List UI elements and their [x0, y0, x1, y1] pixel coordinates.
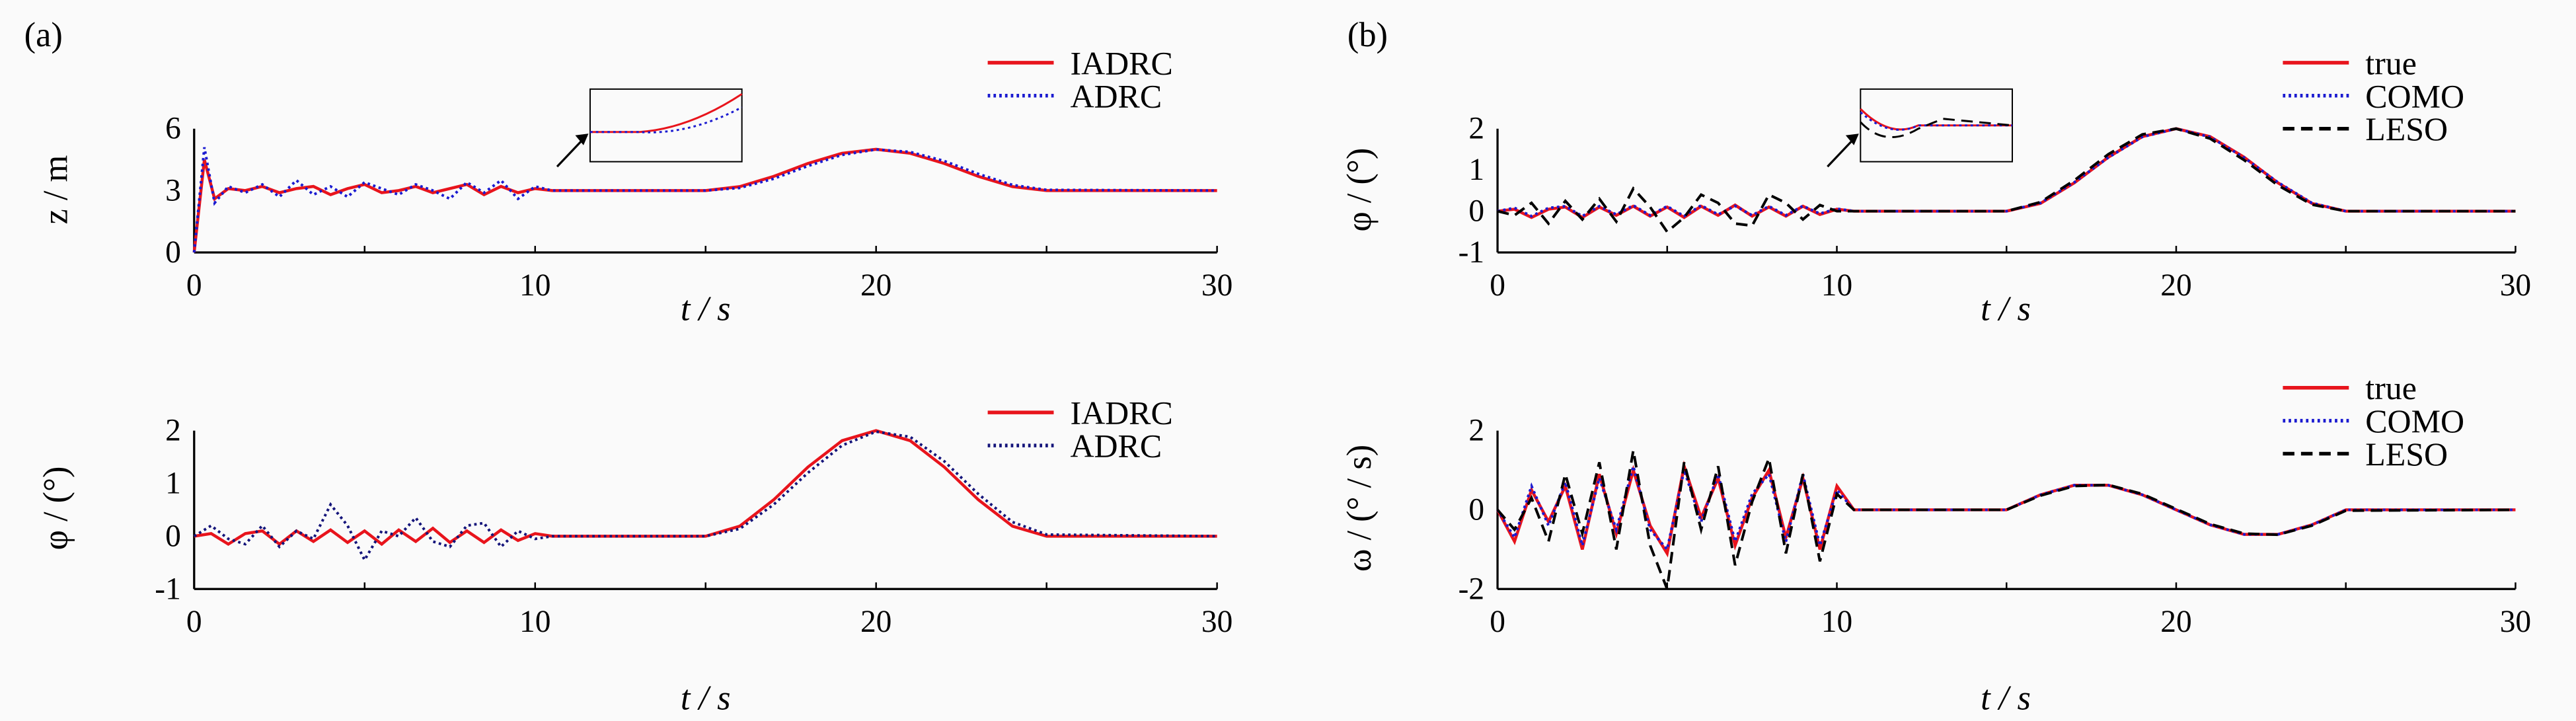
y-tick-label: 6 — [165, 112, 181, 146]
x-tick-label: 20 — [860, 605, 891, 639]
y-axis-label: z / m — [37, 155, 75, 225]
legend-label-leso: LESO — [2365, 436, 2448, 473]
y-tick-label: 0 — [165, 235, 181, 270]
inset-line-iadrc — [589, 93, 743, 133]
y-axis-label: φ / (°) — [37, 467, 75, 550]
x-tick-label: 0 — [186, 268, 202, 303]
y-tick-label: 1 — [165, 466, 181, 500]
series-line-leso — [1497, 127, 2516, 234]
x-tick-label: 0 — [1490, 268, 1505, 303]
y-axis-label: ω / (° / s) — [1340, 445, 1379, 572]
panel-label-a: (a) — [24, 16, 63, 54]
series-line-como — [1497, 127, 2516, 218]
x-tick-label: 10 — [1821, 268, 1852, 303]
x-axis-label: t / s — [681, 289, 731, 328]
inset-line-leso — [1860, 118, 2013, 139]
x-tick-label: 30 — [2500, 268, 2531, 303]
y-tick-label: 0 — [1468, 492, 1484, 527]
y-tick-label: -1 — [1458, 235, 1485, 270]
x-tick-label: 30 — [1201, 268, 1232, 303]
y-tick-label: 1 — [1468, 153, 1484, 187]
y-tick-label: 2 — [1468, 112, 1484, 146]
series-line-adrc — [192, 147, 1217, 253]
legend-label-iadrc: IADRC — [1070, 45, 1172, 81]
x-tick-label: 20 — [2160, 268, 2191, 303]
legend-label-leso: LESO — [2365, 111, 2448, 147]
series-line-como — [1496, 461, 2516, 552]
panel-label-b: (b) — [1347, 16, 1388, 54]
x-tick-label: 0 — [1490, 605, 1505, 639]
legend-label-adrc: ADRC — [1070, 78, 1162, 114]
series-line-iadrc — [192, 147, 1217, 253]
y-tick-label: 2 — [1468, 414, 1484, 448]
series-line-leso — [1496, 450, 2516, 590]
legend-label-true: true — [2365, 45, 2417, 81]
y-tick-label: -1 — [155, 572, 181, 606]
y-tick-label: 0 — [1468, 194, 1484, 229]
legend-label-adrc: ADRC — [1070, 428, 1162, 465]
x-tick-label: 30 — [2500, 605, 2531, 639]
x-tick-label: 10 — [519, 268, 550, 303]
y-tick-label: 2 — [165, 414, 181, 448]
x-tick-label: 30 — [1201, 605, 1232, 639]
legend-label-iadrc: IADRC — [1070, 395, 1172, 432]
y-axis-label: φ / (°) — [1340, 148, 1379, 232]
series-line-adrc — [193, 430, 1217, 563]
x-axis-label: t / s — [681, 679, 731, 718]
x-tick-label: 20 — [860, 268, 891, 303]
legend-label-true: true — [2365, 370, 2417, 406]
legend-label-como: COMO — [2365, 78, 2464, 114]
inset-line-como — [1860, 111, 2012, 131]
legend-label-como: COMO — [2365, 403, 2464, 439]
y-tick-label: 0 — [165, 519, 181, 553]
x-axis-label: t / s — [1981, 289, 2031, 328]
x-tick-label: 20 — [2160, 605, 2191, 639]
x-axis-label: t / s — [1981, 679, 2031, 718]
x-tick-label: 10 — [519, 605, 550, 639]
y-tick-label: -2 — [1458, 572, 1485, 606]
zoom-inset-box — [589, 88, 743, 163]
inset-arrow-head — [575, 133, 589, 145]
x-tick-label: 10 — [1821, 605, 1852, 639]
x-tick-label: 0 — [186, 605, 202, 639]
y-tick-label: 3 — [165, 173, 181, 208]
inset-arrow-head — [1845, 133, 1859, 145]
